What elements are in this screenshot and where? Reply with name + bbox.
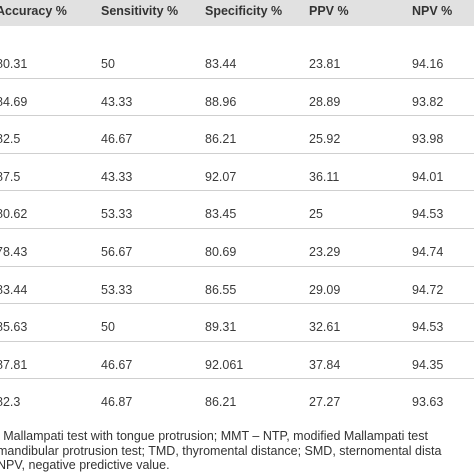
cell-specificity: 83.45 xyxy=(205,207,237,222)
footnote-line-3: NPV, negative predictive value. xyxy=(0,458,170,472)
cell-ppv: 36.11 xyxy=(309,169,340,184)
cell-sensitivity: 50 xyxy=(101,57,115,71)
cell-specificity: 83.44 xyxy=(205,57,237,71)
row-divider xyxy=(0,303,474,304)
cell-specificity: 88.96 xyxy=(205,94,237,109)
cell-sensitivity: 53.33 xyxy=(101,207,133,222)
cell-ppv: 25.92 xyxy=(309,132,341,147)
header-specificity: Specificity % xyxy=(205,4,283,18)
row-divider xyxy=(0,78,474,79)
cell-sensitivity: 43.33 xyxy=(101,94,133,109)
cell-sensitivity: 43.33 xyxy=(101,169,133,184)
header-sensitivity: Sensitivity % xyxy=(101,4,179,18)
cell-ppv: 23.29 xyxy=(309,245,341,259)
cell-accuracy: 78.43 xyxy=(0,245,28,259)
header-npv: NPV % xyxy=(412,4,453,18)
table-footnote: l Mallampati test with tongue protrusion… xyxy=(0,429,474,473)
footnote-line-1: l Mallampati test with tongue protrusion… xyxy=(0,429,428,443)
cell-accuracy: 80.31 xyxy=(0,57,28,71)
cell-accuracy: 82.5 xyxy=(0,132,21,147)
cell-accuracy: 85.63 xyxy=(0,320,28,335)
cell-npv: 93.63 xyxy=(412,395,444,410)
cell-sensitivity: 56.67 xyxy=(101,245,133,259)
cell-sensitivity: 46.87 xyxy=(101,395,133,410)
row-divider xyxy=(0,190,474,191)
row-divider xyxy=(0,378,474,379)
cell-specificity: 89.31 xyxy=(205,320,237,335)
cell-sensitivity: 46.67 xyxy=(101,132,133,147)
cell-accuracy: 80.62 xyxy=(0,207,28,222)
cell-npv: 94.72 xyxy=(412,282,444,297)
cell-accuracy: 87.81 xyxy=(0,357,28,372)
row-divider xyxy=(0,341,474,342)
cell-npv: 94.35 xyxy=(412,357,444,372)
cell-specificity: 92.061 xyxy=(205,357,244,372)
row-divider xyxy=(0,266,474,267)
cell-specificity: 86.21 xyxy=(205,395,237,410)
cell-ppv: 28.89 xyxy=(309,94,341,109)
cell-npv: 93.98 xyxy=(412,132,444,147)
header-accuracy: Accuracy % xyxy=(0,4,67,18)
cell-ppv: 37.84 xyxy=(309,357,341,372)
cell-npv: 94.74 xyxy=(412,245,444,259)
cell-ppv: 29.09 xyxy=(309,282,341,297)
cell-accuracy: 82.3 xyxy=(0,395,21,410)
cell-specificity: 92.07 xyxy=(205,169,237,184)
cell-ppv: 32.61 xyxy=(309,320,341,335)
table-header: Accuracy % Sensitivity % Specificity % P… xyxy=(0,0,474,26)
cell-specificity: 86.21 xyxy=(205,132,237,147)
cell-npv: 93.82 xyxy=(412,94,444,109)
cell-sensitivity: 50 xyxy=(101,320,115,335)
row-divider xyxy=(0,153,474,154)
cell-specificity: 86.55 xyxy=(205,282,237,297)
cell-accuracy: 83.44 xyxy=(0,282,28,297)
cell-accuracy: 84.69 xyxy=(0,94,28,109)
cell-ppv: 27.27 xyxy=(309,395,341,410)
cell-sensitivity: 46.67 xyxy=(101,357,133,372)
cell-sensitivity: 53.33 xyxy=(101,282,133,297)
cell-npv: 94.53 xyxy=(412,320,444,335)
cell-ppv: 25 xyxy=(309,207,323,222)
cell-npv: 94.53 xyxy=(412,207,444,222)
cell-npv: 94.16 xyxy=(412,57,444,71)
row-divider xyxy=(0,228,474,229)
cell-specificity: 80.69 xyxy=(205,245,237,259)
cell-accuracy: 87.5 xyxy=(0,169,21,184)
row-divider xyxy=(0,115,474,116)
footnote-line-2: mandibular protrusion test; TMD, thyrome… xyxy=(0,443,442,458)
cell-ppv: 23.81 xyxy=(309,57,341,71)
cell-npv: 94.01 xyxy=(412,169,444,184)
header-ppv: PPV % xyxy=(309,4,349,18)
